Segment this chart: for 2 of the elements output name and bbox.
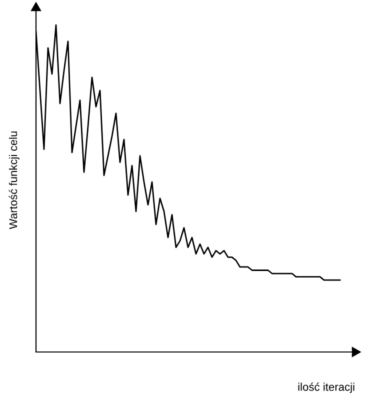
y-axis-title: Wartość funkcji celu xyxy=(8,132,20,230)
x-axis-title: ilość iteracji xyxy=(298,382,354,394)
